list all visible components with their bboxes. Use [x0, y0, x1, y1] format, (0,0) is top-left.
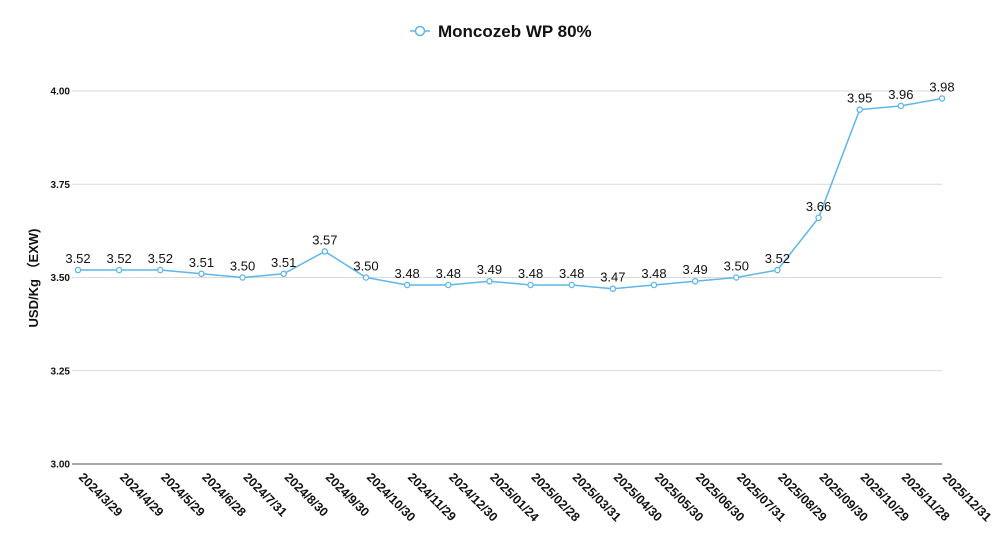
data-label: 3.96	[888, 87, 913, 102]
data-point[interactable]	[115, 266, 123, 274]
data-label: 3.95	[847, 91, 872, 106]
y-axis-label: USD/Kg （EXW)	[26, 229, 41, 328]
data-point[interactable]	[198, 270, 205, 278]
data-point[interactable]	[650, 281, 658, 289]
data-point[interactable]	[157, 266, 164, 274]
data-point[interactable]	[362, 274, 370, 281]
data-label: 3.48	[436, 266, 461, 281]
data-label: 3.49	[477, 262, 502, 277]
data-point[interactable]	[815, 214, 822, 222]
data-label: 3.52	[765, 251, 790, 266]
data-point[interactable]	[774, 266, 781, 274]
data-label: 3.51	[189, 255, 214, 270]
data-point[interactable]	[691, 277, 699, 285]
data-point[interactable]	[280, 270, 287, 278]
legend[interactable]: Moncozeb WP 80%	[410, 22, 592, 41]
data-point[interactable]	[856, 106, 863, 113]
data-point[interactable]	[938, 95, 946, 102]
data-point[interactable]	[486, 277, 493, 285]
x-tick-label: 2024/5/29	[158, 470, 207, 519]
x-tick-label: 2024/8/30	[282, 470, 331, 519]
legend-label: Moncozeb WP 80%	[438, 22, 592, 41]
y-tick-label: 3.00	[51, 460, 71, 471]
data-label: 3.52	[65, 251, 90, 266]
data-point[interactable]	[74, 266, 82, 274]
data-point[interactable]	[733, 274, 740, 281]
x-tick-label: 2024/7/31	[240, 470, 289, 519]
y-tick-label: 3.25	[51, 366, 71, 377]
data-label: 3.48	[641, 266, 666, 281]
data-point[interactable]	[527, 281, 534, 289]
y-tick-label: 4.00	[51, 87, 71, 98]
data-label: 3.48	[518, 266, 543, 281]
data-label: 3.48	[559, 266, 584, 281]
data-label: 3.52	[106, 251, 131, 266]
y-tick-label: 3.75	[51, 180, 71, 191]
data-point[interactable]	[609, 285, 617, 292]
data-label: 3.66	[806, 199, 831, 214]
x-tick-label: 2024/3/29	[76, 470, 125, 519]
data-label: 3.48	[394, 266, 419, 281]
data-label: 3.49	[682, 262, 707, 277]
data-point[interactable]	[239, 274, 246, 281]
data-label: 3.51	[271, 255, 296, 270]
x-tick-label: 2024/6/28	[199, 470, 248, 519]
data-point[interactable]	[445, 281, 452, 289]
x-tick-label: 2024/4/29	[117, 470, 166, 519]
data-label: 3.50	[230, 259, 255, 274]
data-point[interactable]	[403, 281, 411, 289]
data-label: 3.47	[600, 270, 625, 285]
data-label: 3.57	[312, 232, 337, 247]
series-line	[78, 97, 943, 290]
data-point[interactable]	[321, 248, 329, 255]
y-tick-label: 3.50	[51, 273, 71, 284]
data-label: 3.50	[724, 259, 749, 274]
data-label: 3.50	[353, 259, 378, 274]
data-point[interactable]	[568, 281, 575, 289]
x-tick-label: 2024/9/30	[323, 470, 372, 519]
data-label: 3.98	[929, 79, 954, 94]
data-point[interactable]	[897, 102, 905, 110]
data-label: 3.52	[148, 251, 173, 266]
legend-marker-icon	[414, 25, 426, 37]
